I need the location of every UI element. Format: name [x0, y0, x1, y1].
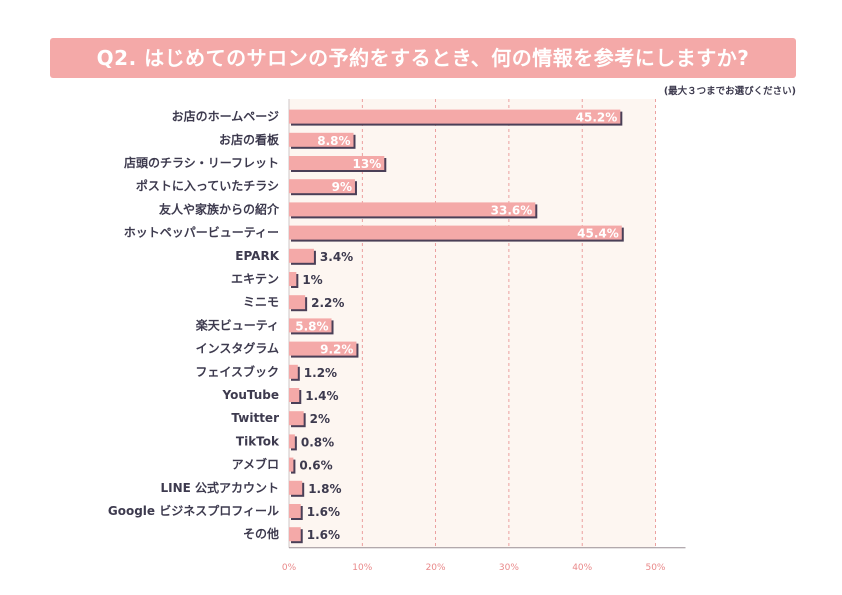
category-label: フェイスブック	[195, 364, 279, 379]
value-label: 2%	[310, 412, 330, 426]
bar	[289, 318, 332, 333]
value-label: 1%	[302, 273, 322, 287]
value-label: 1.6%	[307, 505, 340, 519]
value-label: 8.8%	[317, 134, 350, 148]
category-label: その他	[243, 526, 279, 541]
value-label: 9%	[332, 180, 352, 194]
category-label: ミニモ	[243, 295, 279, 309]
category-label: LINE 公式アカウント	[160, 480, 279, 495]
value-label: 2.2%	[311, 296, 344, 310]
category-label: お店のホームページ	[172, 109, 279, 124]
category-label: エキテン	[231, 272, 279, 286]
category-label: アメブロ	[232, 457, 279, 472]
bar	[289, 179, 355, 194]
x-tick-label: 50%	[645, 563, 665, 573]
value-label: 9.2%	[320, 343, 353, 357]
category-label: 店頭のチラシ・リーフレット	[124, 155, 279, 170]
value-label: 45.2%	[576, 111, 618, 125]
plot-area	[289, 99, 656, 548]
x-tick-label: 30%	[499, 563, 519, 573]
bar	[289, 411, 304, 426]
category-label: Twitter	[231, 411, 279, 425]
value-label: 5.8%	[295, 319, 328, 333]
x-tick-label: 40%	[572, 563, 592, 573]
bar	[289, 272, 297, 286]
bar	[289, 364, 298, 379]
bar	[289, 109, 621, 124]
x-tick-label: 0%	[282, 563, 297, 573]
value-label: 0.8%	[301, 435, 334, 449]
bar	[289, 225, 622, 240]
category-label: お店の看板	[219, 132, 280, 147]
value-label: 3.4%	[320, 250, 353, 264]
bar	[289, 341, 357, 356]
bar	[289, 132, 354, 147]
category-label: インスタグラム	[196, 341, 279, 356]
value-label: 1.4%	[305, 389, 338, 403]
category-label: ポストに入っていたチラシ	[136, 178, 279, 193]
value-label: 33.6%	[491, 203, 533, 217]
x-tick-label: 20%	[426, 563, 446, 573]
bar	[289, 504, 301, 518]
bar	[289, 527, 301, 542]
bar	[289, 480, 303, 495]
bar	[289, 434, 295, 449]
bar	[289, 202, 536, 217]
bar	[289, 295, 306, 310]
category-label: ホットペッパービューティー	[124, 225, 279, 240]
category-label: YouTube	[221, 388, 279, 402]
title-banner: Q2. はじめてのサロンの予約をするとき、何の情報を参考にしますか?	[50, 38, 796, 78]
value-label: 0.6%	[299, 459, 332, 473]
category-label: 友人や家族からの紹介	[158, 201, 280, 216]
bar	[289, 248, 314, 263]
bar	[289, 156, 385, 170]
category-label: 楽天ビューティ	[196, 317, 279, 332]
selection-note: (最大３つまでお選びください)	[663, 86, 796, 97]
value-label: 45.4%	[577, 227, 619, 241]
category-label: TikTok	[236, 434, 280, 448]
value-label: 1.2%	[304, 366, 337, 380]
value-label: 1.8%	[308, 482, 341, 496]
category-label: EPARK	[235, 249, 279, 263]
x-tick-label: 10%	[352, 563, 372, 573]
bar	[289, 388, 300, 402]
value-label: 1.6%	[307, 528, 340, 542]
category-label: Google ビジネスプロフィール	[108, 503, 279, 518]
value-label: 13%	[353, 157, 382, 171]
chart-title: Q2. はじめてのサロンの予約をするとき、何の情報を参考にしますか?	[96, 46, 750, 70]
bar	[289, 457, 294, 472]
